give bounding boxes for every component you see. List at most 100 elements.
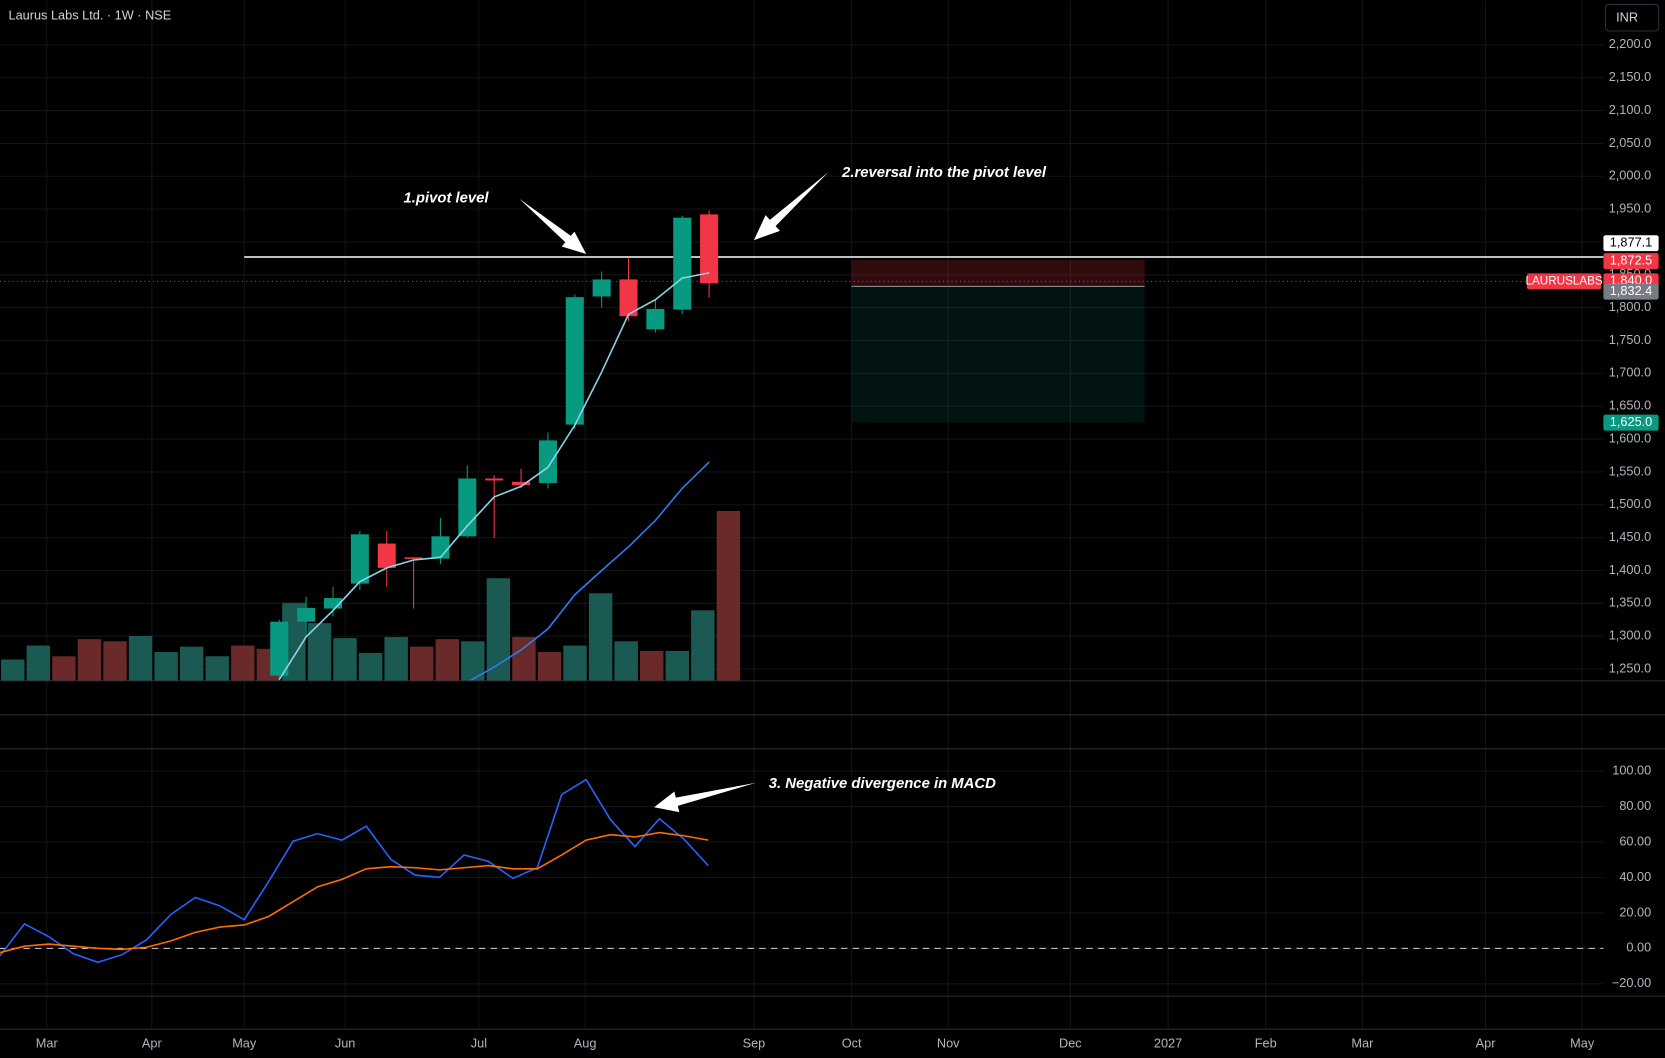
time-label: Nov — [937, 1035, 960, 1050]
macd-layer — [0, 778, 1604, 964]
candle-body — [404, 557, 423, 559]
candle-body — [350, 534, 369, 584]
volume-bar — [333, 638, 357, 681]
candle-body — [538, 440, 557, 484]
currency-button[interactable] — [1605, 3, 1660, 32]
time-label: Mar — [36, 1035, 59, 1050]
target-zone — [851, 286, 1145, 423]
volume-bar — [307, 623, 332, 681]
symbol-tag-bg — [1526, 273, 1602, 290]
stop-label-bg — [1603, 253, 1659, 270]
moving-average — [467, 461, 710, 681]
time-label: Apr — [142, 1035, 163, 1050]
macd-line — [0, 778, 709, 964]
pivot-label-bg — [1603, 235, 1659, 252]
volume-bar — [716, 510, 741, 681]
volume-bar — [128, 635, 153, 681]
volume-bar — [205, 656, 229, 681]
volume-bar — [26, 645, 51, 681]
y-tick-label: 1,400.0 — [1609, 562, 1652, 577]
volume-bar — [588, 593, 613, 681]
position-layer — [0, 256, 1604, 423]
candle-body — [270, 621, 289, 676]
annotation: 3. Negative divergence in MACD — [769, 776, 996, 792]
volume-bar — [52, 656, 76, 681]
candle-body — [673, 217, 692, 310]
volume-bar — [358, 653, 383, 681]
y-tick-label: 1,350.0 — [1609, 595, 1652, 610]
time-label: 2027 — [1154, 1035, 1182, 1050]
candle-body — [431, 536, 450, 559]
y-tick-label: 2,150.0 — [1609, 69, 1652, 84]
stop-zone — [851, 260, 1145, 287]
y-tick-label: 2,200.0 — [1609, 36, 1652, 51]
target-label: 1,625.0 — [1610, 414, 1653, 429]
candle-body — [619, 279, 638, 317]
symbol-title: Laurus Labs Ltd. · 1W · NSE — [8, 7, 171, 22]
volume-bar — [537, 651, 562, 681]
axis-layer: Mar Apr May Jun Jul Aug Sep Oct Nov Dec 2027 Feb Mar… — [36, 36, 1659, 1050]
annotation: 1.pivot level — [404, 191, 490, 207]
candle-body — [592, 279, 611, 297]
time-label: May — [232, 1035, 257, 1050]
time-label: Feb — [1255, 1035, 1277, 1050]
volume-bar — [461, 641, 485, 681]
volume-bar — [512, 637, 536, 681]
pivot-label: 1,877.1 — [1610, 235, 1653, 250]
entry-label: 1,832.4 — [1610, 283, 1653, 298]
annotation: 2.reversal into the pivot level — [841, 165, 1047, 181]
candle-body — [297, 607, 316, 622]
y-tick-label: 100.00 — [1612, 762, 1651, 777]
time-label: Mar — [1351, 1035, 1374, 1050]
price-layer — [270, 210, 719, 681]
volume-bar — [77, 639, 102, 681]
y-tick-label: 1,700.0 — [1609, 365, 1652, 380]
target-label-bg — [1603, 414, 1659, 431]
volume-bar — [435, 639, 459, 681]
stop-label: 1,872.5 — [1610, 252, 1653, 267]
volume-bar — [691, 610, 715, 681]
volume-bar — [409, 646, 434, 681]
time-label: Aug — [574, 1035, 597, 1050]
currency-label[interactable]: INR — [1616, 10, 1638, 25]
y-tick-label: 1,750.0 — [1609, 332, 1652, 347]
volume-bar — [231, 645, 255, 681]
time-label: Apr — [1476, 1035, 1497, 1050]
y-tick-label: 1,250.0 — [1609, 660, 1652, 675]
candle-body — [646, 308, 665, 330]
entry-label-bg — [1603, 283, 1659, 300]
y-tick-label: 1,800.0 — [1609, 299, 1652, 314]
y-tick-label: 20.00 — [1619, 904, 1651, 919]
candle-body — [700, 214, 719, 284]
time-label: Oct — [842, 1035, 862, 1050]
candle-body — [565, 297, 584, 425]
y-tick-label: 1,950.0 — [1609, 200, 1652, 215]
volume-bar — [384, 637, 408, 681]
macd-line — [0, 831, 709, 954]
volume-bar — [640, 650, 664, 681]
y-tick-label: 2,100.0 — [1609, 102, 1652, 117]
y-tick-label: 0.00 — [1626, 940, 1651, 955]
candle-body — [377, 543, 396, 568]
time-label: Jul — [471, 1035, 487, 1050]
y-tick-label: 2,050.0 — [1609, 135, 1652, 150]
y-tick-label: 60.00 — [1619, 833, 1651, 848]
volume-bar — [486, 578, 511, 681]
volume-bar — [1, 659, 25, 681]
time-label: Dec — [1059, 1035, 1082, 1050]
arrow — [519, 198, 587, 254]
y-tick-label: 1,650.0 — [1609, 398, 1652, 413]
volume-bar — [665, 650, 690, 681]
volume-bar — [179, 646, 204, 681]
arrow — [753, 172, 829, 241]
time-label: May — [1570, 1035, 1595, 1050]
moving-average — [278, 272, 710, 680]
candle-body — [512, 481, 531, 486]
y-tick-label: −20.00 — [1612, 975, 1651, 990]
arrow — [654, 782, 757, 813]
y-tick-label: 1,550.0 — [1609, 463, 1652, 478]
y-tick-label: 2,000.0 — [1609, 168, 1652, 183]
